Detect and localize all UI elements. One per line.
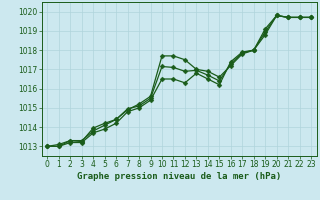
X-axis label: Graphe pression niveau de la mer (hPa): Graphe pression niveau de la mer (hPa)	[77, 172, 281, 181]
